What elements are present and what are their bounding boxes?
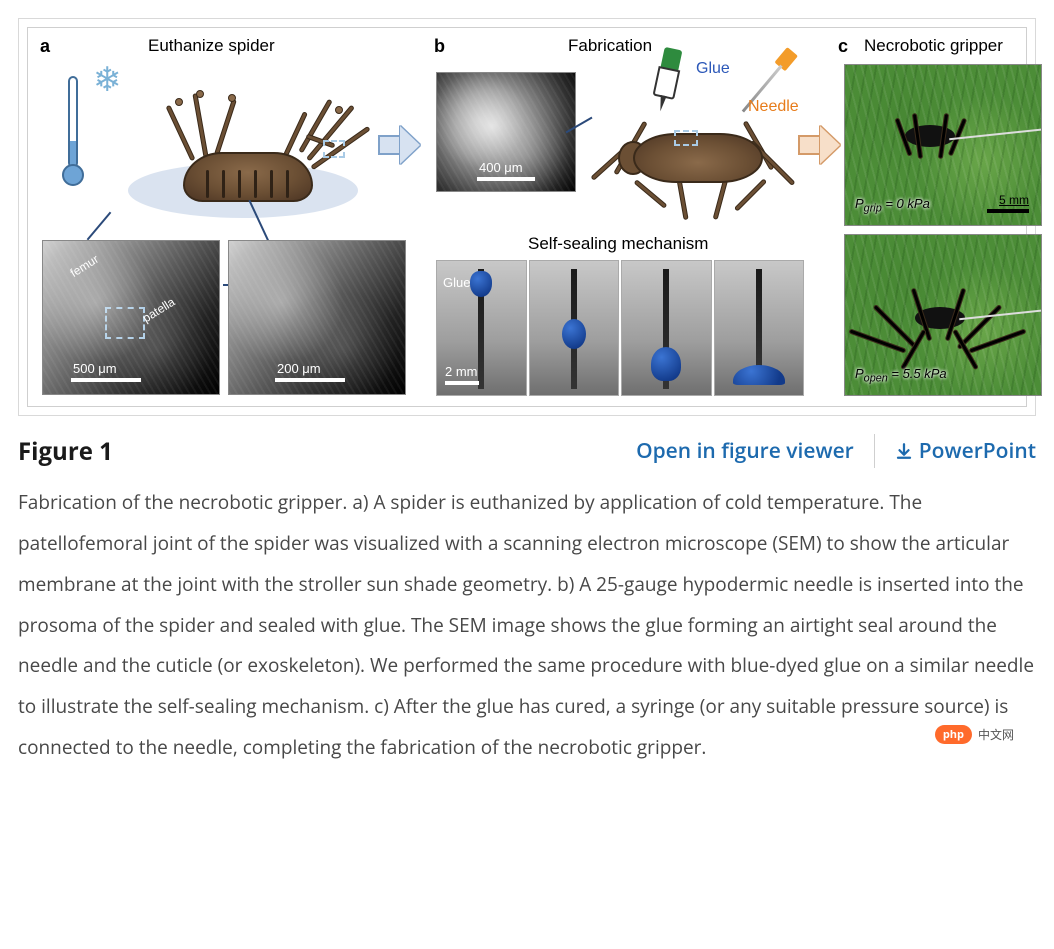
sem-label-femur: femur bbox=[68, 252, 101, 280]
p-grip-prefix: P bbox=[855, 196, 864, 211]
arrow-a-to-b bbox=[378, 126, 420, 164]
p-grip-val: = 0 kPa bbox=[882, 196, 930, 211]
watermark-text: 中文网 bbox=[978, 726, 1014, 743]
sem-image-a1: femur patella 500 μm bbox=[42, 240, 220, 395]
self-sealing-title: Self-sealing mechanism bbox=[528, 234, 708, 254]
p-open-prefix: P bbox=[855, 366, 864, 381]
panel-title-c: Necrobotic gripper bbox=[864, 36, 1003, 56]
needle-label: Needle bbox=[748, 98, 799, 116]
p-grip-sub: grip bbox=[864, 203, 882, 215]
arrow-b-to-c bbox=[798, 126, 840, 164]
toolbar-divider bbox=[874, 434, 875, 468]
snowflake-icon: ❄ bbox=[93, 63, 131, 101]
seal-glue-label: Glue bbox=[443, 275, 470, 290]
powerpoint-link[interactable]: PowerPoint bbox=[895, 437, 1036, 465]
glue-label: Glue bbox=[696, 60, 730, 78]
figure-container: a Euthanize spider ❄ bbox=[18, 18, 1036, 416]
gripper-photo-open: Popen = 5.5 kPa bbox=[844, 234, 1042, 396]
figure-toolbar: Figure 1 Open in figure viewer PowerPoin… bbox=[18, 434, 1036, 468]
panel-letter-c: c bbox=[838, 36, 848, 57]
sem-a2-scale: 200 μm bbox=[277, 361, 321, 376]
spider-illustration-a bbox=[128, 78, 358, 228]
sem-image-b: 400 μm bbox=[436, 72, 576, 192]
p-open-sub: open bbox=[864, 373, 888, 385]
sem-image-a2: 200 μm bbox=[228, 240, 406, 395]
panel-title-b: Fabrication bbox=[568, 36, 652, 56]
panel-letter-a: a bbox=[40, 36, 50, 57]
watermark-pill: php bbox=[935, 725, 972, 744]
p-open-val: = 5.5 kPa bbox=[888, 366, 947, 381]
powerpoint-label: PowerPoint bbox=[919, 437, 1036, 465]
figure-image: a Euthanize spider ❄ bbox=[27, 27, 1027, 407]
panel-letter-b: b bbox=[434, 36, 445, 57]
watermark: php 中文网 bbox=[935, 725, 1014, 744]
sem-a1-scale: 500 μm bbox=[73, 361, 117, 376]
sem-label-patella: patella bbox=[140, 295, 177, 326]
panel-title-a: Euthanize spider bbox=[148, 36, 275, 56]
download-icon bbox=[895, 442, 913, 460]
figure-caption: Fabrication of the necrobotic gripper. a… bbox=[18, 482, 1036, 768]
figure-label: Figure 1 bbox=[18, 435, 113, 468]
seal-scale: 2 mm bbox=[445, 364, 478, 379]
thermometer-icon bbox=[58, 76, 88, 186]
photo-c-top-scale: 5 mm bbox=[999, 193, 1029, 207]
sem-b-scale: 400 μm bbox=[479, 160, 523, 175]
open-figure-viewer-link[interactable]: Open in figure viewer bbox=[636, 437, 854, 465]
gripper-photo-closed: Pgrip = 0 kPa 5 mm bbox=[844, 64, 1042, 226]
self-sealing-panels: Glue 2 mm bbox=[436, 260, 804, 396]
